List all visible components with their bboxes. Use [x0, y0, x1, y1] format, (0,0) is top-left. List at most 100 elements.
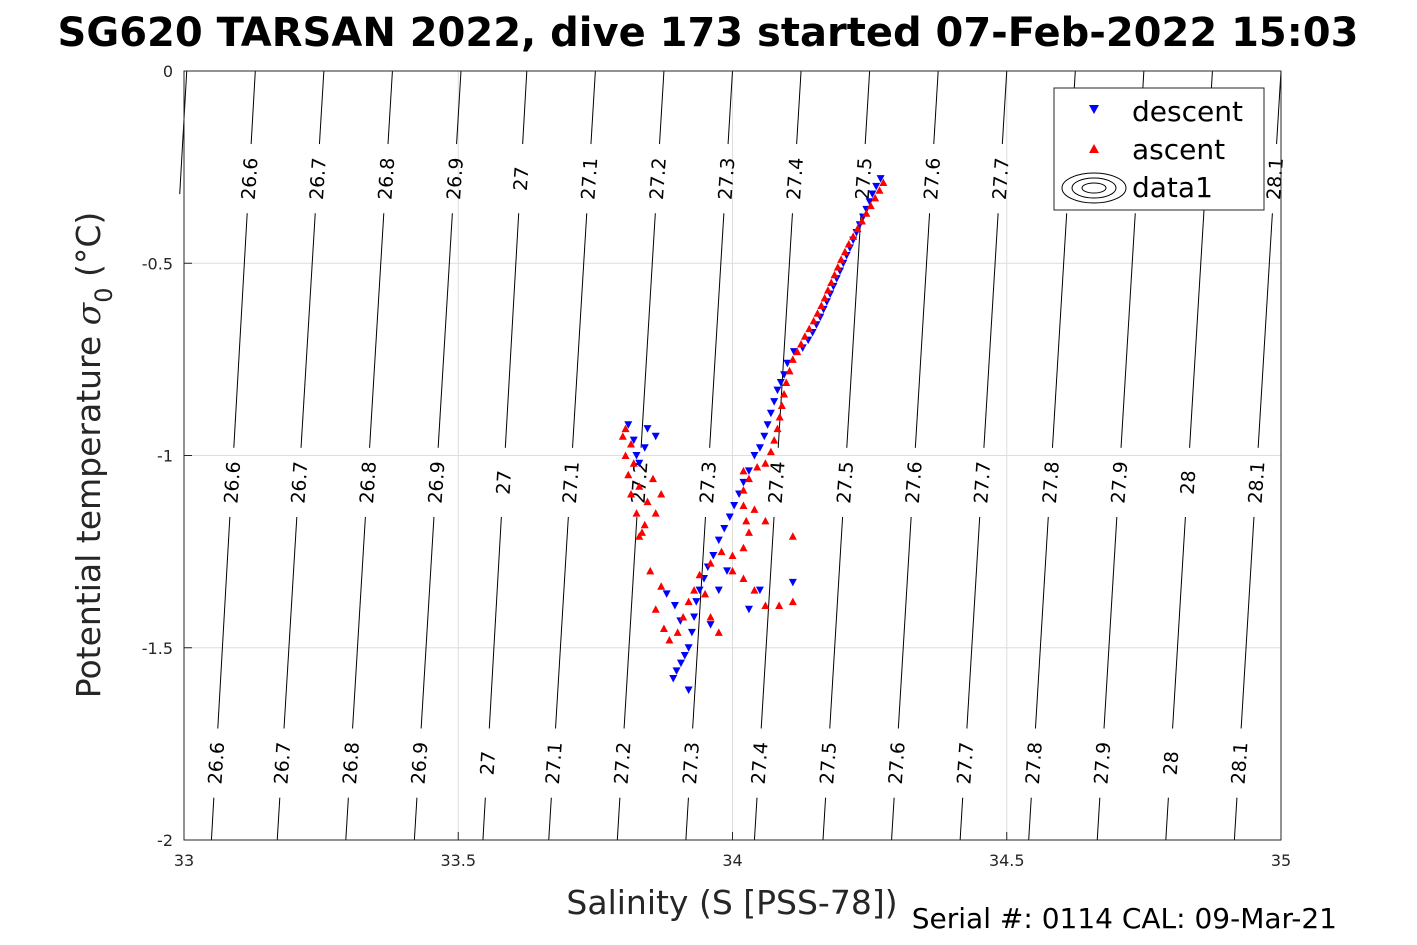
ascent-point [830, 270, 839, 279]
ascent-point [775, 601, 784, 609]
descent-point [640, 444, 649, 452]
y-axis-label-symbol: σ [69, 301, 108, 325]
ascent-point [657, 582, 666, 590]
contour-label: 26.9 [443, 157, 468, 201]
contour-label: 27.1 [577, 157, 602, 201]
contour-label: 27.3 [696, 461, 721, 505]
descent-point [672, 667, 681, 675]
contour-line: 27.7 27.7 27.7 [953, 70, 1014, 841]
y-axis-label-subscript: 0 [90, 287, 118, 302]
contour-line: 27.4 27.4 27.4 [748, 70, 808, 841]
ascent-point [770, 436, 779, 444]
data-series [618, 175, 888, 695]
ascent-point [714, 628, 723, 636]
ascent-point [750, 586, 759, 594]
contour-label: 28.1 [1263, 157, 1288, 201]
ascent-point [690, 586, 699, 594]
x-tick-label: 33 [174, 851, 194, 870]
ascent-point [739, 466, 748, 475]
legend-marker-descent [1089, 105, 1099, 114]
ascent-point [651, 509, 660, 517]
contour-label: 27.6 [920, 157, 945, 201]
y-axis-label-main: Potential temperature [69, 325, 108, 698]
descent-point [684, 686, 693, 695]
ascent-point [817, 301, 826, 310]
descent-point [755, 444, 764, 452]
ascent-point [739, 486, 748, 494]
ascent-point [788, 355, 797, 363]
contour-label: 26.8 [339, 741, 364, 785]
ascent-point [761, 516, 770, 525]
descent-point [763, 421, 772, 429]
legend-entry-descent: descent [1089, 95, 1243, 128]
legend-entry-ascent: ascent [1089, 133, 1225, 166]
x-tick-label: 35 [1271, 851, 1291, 870]
descent-point [788, 578, 797, 587]
ascent-point [853, 224, 862, 233]
ascent-point [773, 424, 782, 433]
ascent-point [780, 389, 789, 398]
ascent-point [728, 551, 737, 559]
contour-label: 26.7 [287, 461, 312, 505]
ascent-point [648, 474, 657, 483]
contour-label: 27.4 [765, 461, 790, 505]
y-tick-label: -1 [157, 447, 173, 466]
ascent-point [857, 216, 866, 225]
series-ascent [618, 178, 888, 644]
ascent-point [813, 309, 822, 317]
descent-point [695, 586, 704, 595]
legend-marker-ascent [1089, 144, 1099, 153]
descent-point [632, 452, 641, 460]
ascent-point [840, 247, 849, 256]
contour-label: 27.7 [953, 741, 978, 785]
contour-label: 28 [1177, 470, 1201, 496]
x-tick-label: 34 [722, 851, 742, 870]
descent-point [680, 651, 689, 660]
ascent-point [706, 559, 715, 567]
ascent-point [627, 439, 636, 448]
x-tick-label: 33.5 [440, 851, 476, 870]
ascent-point [820, 293, 829, 302]
contour-label: 27.4 [748, 741, 773, 785]
ascent-point [805, 324, 814, 333]
ascent-point [618, 432, 627, 440]
contour-line: 26.9 26.9 26.9 [408, 70, 468, 841]
ascent-point [632, 509, 641, 517]
ascent-point [800, 332, 809, 340]
contour-label: 27.8 [1022, 741, 1047, 785]
contour-line: 27 27 27 [477, 70, 533, 841]
legend-label-data1: data1 [1132, 171, 1213, 204]
chart-title: SG620 TARSAN 2022, dive 173 started 07-F… [58, 10, 1359, 56]
ascent-point [753, 463, 762, 471]
ascent-point [717, 547, 726, 556]
descent-point [714, 536, 723, 545]
contour-label: 27.2 [628, 461, 653, 505]
y-axis-label-unit: (°C) [69, 212, 108, 288]
ascent-point [879, 178, 888, 187]
axis-ticks: 33 33.5 34 34.5 35 0 -0.5 -1 -1.5 -2 [142, 62, 1291, 870]
contour-label: 26.9 [425, 461, 450, 505]
contour-label: 27.5 [833, 461, 858, 505]
descent-point [725, 513, 734, 522]
ascent-point [701, 589, 710, 598]
contour-label: 27 [493, 470, 517, 496]
y-tick-label: -2 [157, 831, 173, 850]
contour-label: 26.6 [220, 461, 245, 505]
descent-point [739, 478, 748, 487]
ascent-point [621, 424, 630, 433]
contour-line [179, 70, 188, 195]
contour-line: 27.6 27.6 27.6 [885, 70, 945, 841]
ascent-point [827, 278, 836, 286]
ascent-point [657, 489, 666, 498]
ascent-point [742, 516, 751, 525]
contour-label: 27.3 [715, 157, 740, 201]
descent-point [692, 598, 701, 606]
ascent-point [629, 459, 638, 467]
descent-point [670, 601, 679, 610]
ascent-point [750, 505, 759, 513]
contour-label: 28 [1160, 750, 1184, 776]
descent-point [868, 190, 877, 199]
ascent-point [659, 624, 668, 633]
contour-line: 27.2 27.2 27.2 [611, 70, 671, 841]
